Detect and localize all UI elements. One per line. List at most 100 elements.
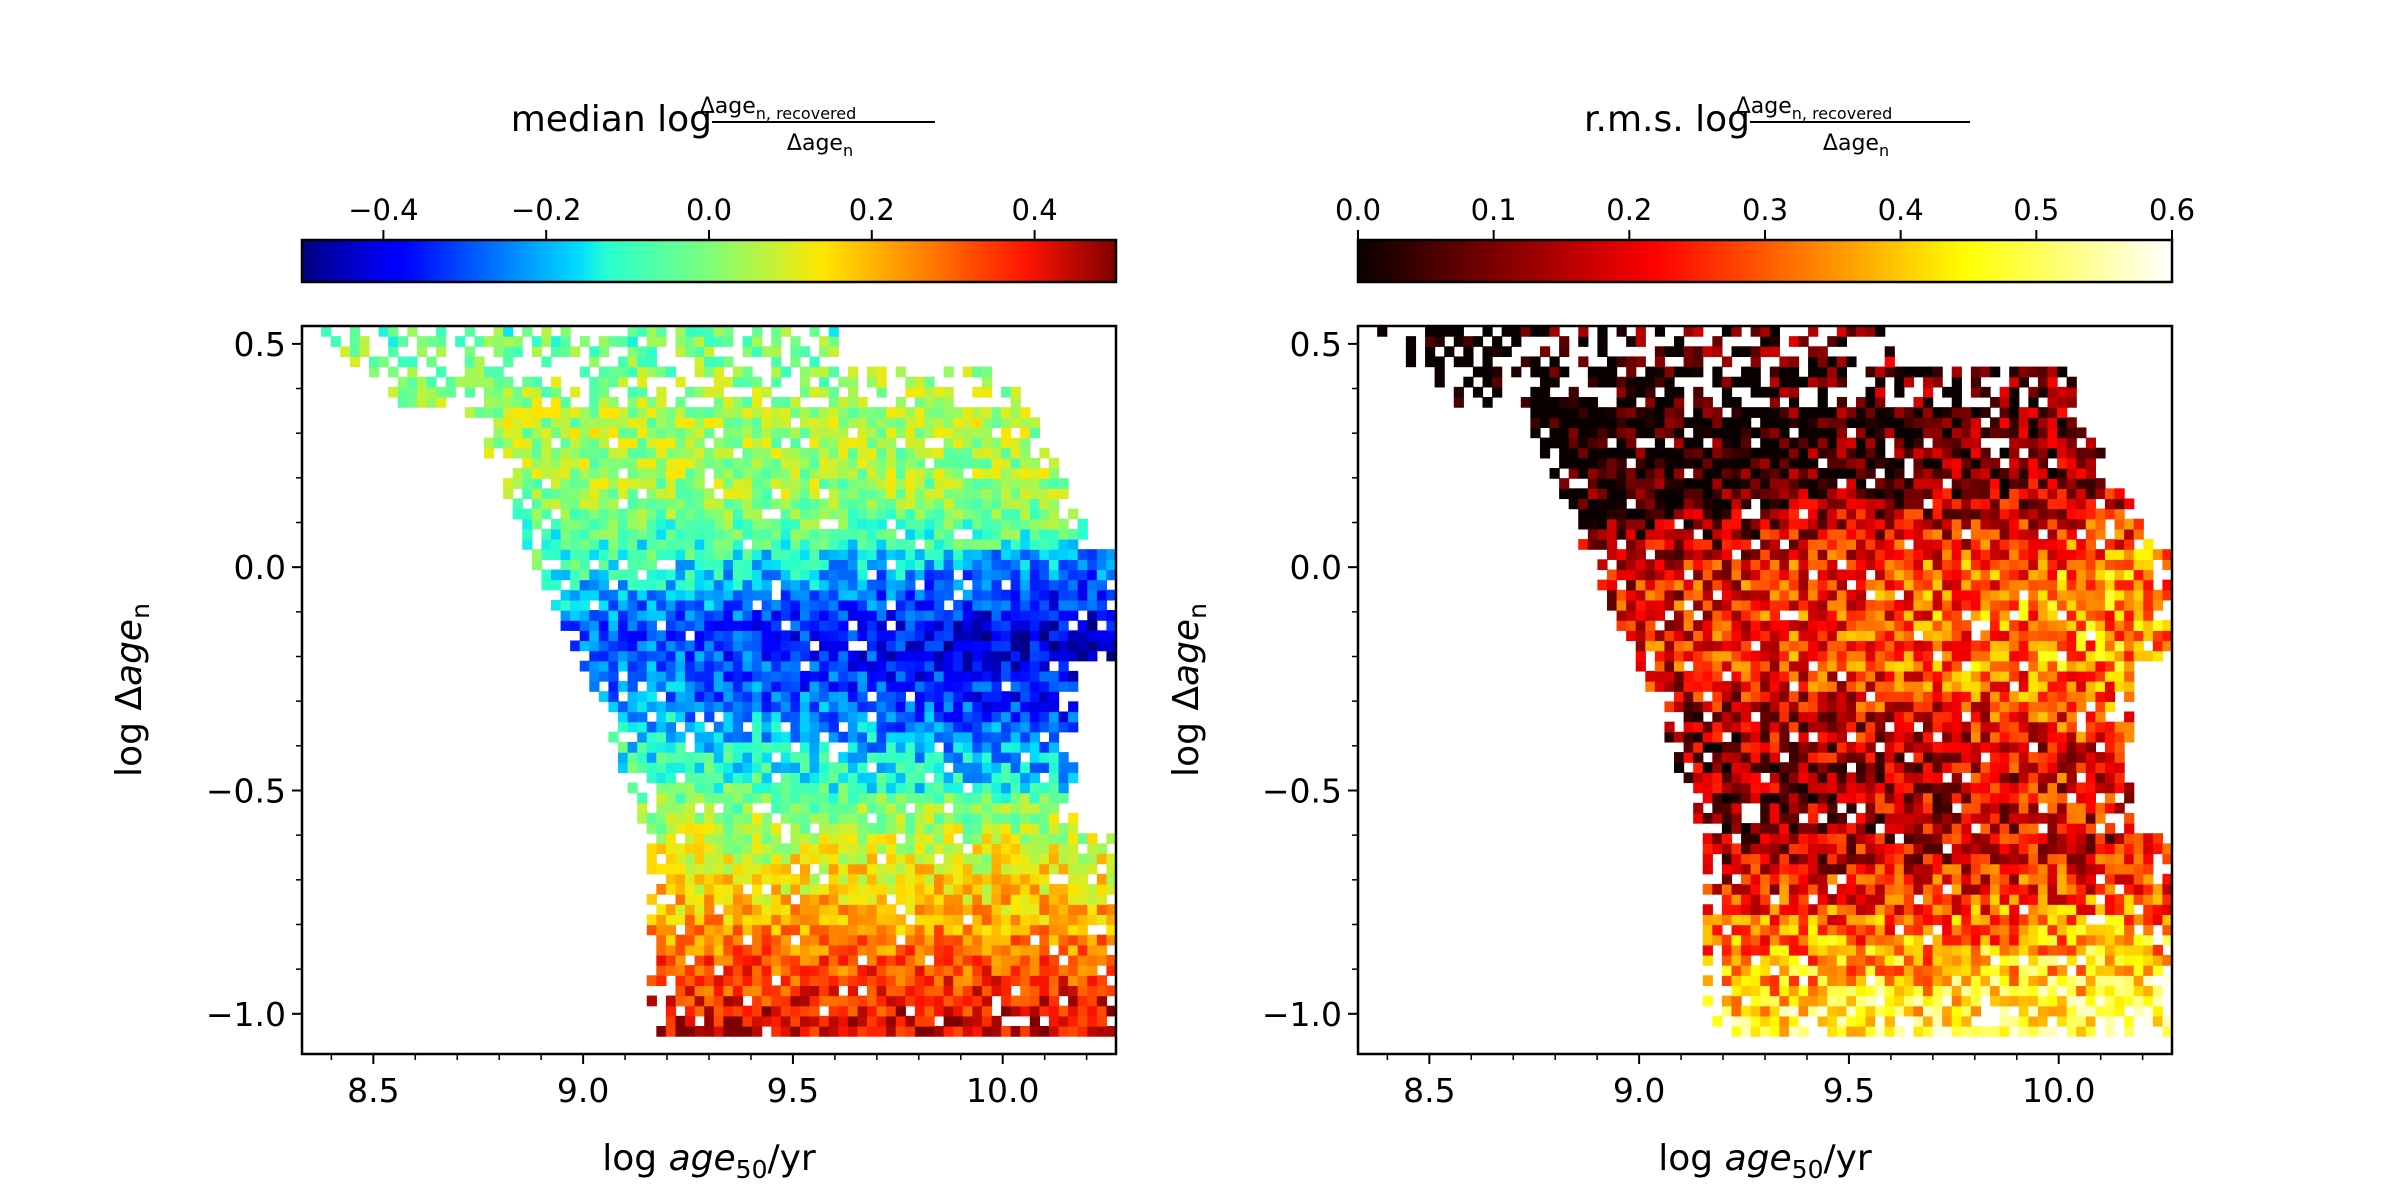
heatmap-cell	[828, 975, 839, 987]
heatmap-cell	[1048, 610, 1060, 621]
heatmap-cell	[732, 1005, 744, 1017]
heatmap-cell	[665, 508, 677, 520]
heatmap-cell	[2018, 833, 2029, 844]
heatmap-cell	[867, 782, 878, 794]
heatmap-cell	[1760, 670, 1771, 682]
heatmap-cell	[1788, 711, 1800, 723]
heatmap-cell	[752, 447, 763, 459]
heatmap-cell	[436, 386, 447, 398]
heatmap-cell	[742, 954, 753, 966]
heatmap-cell	[809, 650, 820, 662]
heatmap-cell	[924, 559, 935, 571]
heatmap-cell	[886, 721, 897, 733]
heatmap-cell	[723, 498, 734, 510]
heatmap-cell	[991, 539, 1002, 550]
heatmap-cell	[1903, 701, 1915, 713]
heatmap-cell	[618, 711, 629, 723]
heatmap-cell	[981, 528, 993, 540]
heatmap-cell	[656, 599, 667, 611]
heatmap-cell	[618, 721, 629, 733]
heatmap-cell	[1741, 843, 1752, 855]
heatmap-cell	[1106, 620, 1117, 631]
heatmap-cell	[1932, 802, 1943, 814]
heatmap-cell	[799, 640, 811, 652]
heatmap-cell	[1884, 894, 1895, 905]
heatmap-cell	[914, 833, 926, 844]
heatmap-cell	[1048, 1005, 1060, 1017]
left-ylabel-var: age	[109, 619, 150, 686]
heatmap-cell	[503, 447, 514, 459]
heatmap-cell	[550, 457, 562, 469]
heatmap-cell	[857, 478, 868, 489]
heatmap-cell	[1808, 691, 1819, 702]
heatmap-cell	[493, 386, 504, 398]
heatmap-cell	[685, 873, 696, 885]
heatmap-cell	[752, 478, 763, 489]
heatmap-cell	[752, 863, 763, 875]
heatmap-cell	[1048, 843, 1060, 855]
heatmap-cell	[819, 944, 830, 956]
heatmap-cell	[2037, 863, 2049, 875]
heatmap-cell	[953, 782, 964, 794]
heatmap-cell	[867, 528, 878, 540]
heatmap-cell	[1875, 954, 1886, 966]
heatmap-cell	[1010, 407, 1021, 418]
heatmap-cell	[2018, 883, 2029, 895]
heatmap-cell	[905, 478, 916, 489]
heatmap-cell	[742, 660, 753, 672]
heatmap-cell	[914, 478, 926, 489]
heatmap-cell	[972, 833, 983, 844]
heatmap-cell	[1010, 620, 1021, 631]
heatmap-cell	[809, 975, 820, 987]
colorbar-tick-label: −0.4	[348, 193, 418, 227]
heatmap-cell	[1855, 843, 1867, 855]
heatmap-cell	[1077, 985, 1088, 997]
heatmap-cell	[1999, 843, 2010, 855]
heatmap-cell	[876, 610, 887, 621]
heatmap-cell	[2018, 792, 2029, 804]
heatmap-cell	[1932, 812, 1943, 824]
heatmap-cell	[656, 528, 667, 540]
heatmap-cell	[1039, 883, 1050, 895]
heatmap-cell	[397, 386, 408, 398]
heatmap-cell	[1769, 914, 1780, 926]
heatmap-cell	[809, 630, 820, 642]
heatmap-cell	[1951, 863, 1962, 875]
heatmap-cell	[1817, 904, 1828, 915]
heatmap-cell	[771, 599, 782, 611]
heatmap-cell	[321, 326, 332, 337]
heatmap-cell	[1068, 873, 1079, 885]
heatmap-cell	[474, 366, 485, 378]
heatmap-cell	[426, 397, 437, 408]
heatmap-cell	[1961, 721, 1972, 733]
heatmap-cell	[2162, 924, 2173, 936]
heatmap-cell	[656, 965, 667, 976]
heatmap-cell	[809, 985, 820, 997]
heatmap-cell	[943, 853, 954, 865]
heatmap-cell	[1855, 914, 1867, 926]
heatmap-cell	[981, 407, 993, 418]
heatmap-cell	[962, 417, 973, 429]
heatmap-cell	[1980, 782, 1991, 794]
heatmap-cell	[656, 407, 667, 418]
heatmap-cell	[1913, 965, 1924, 976]
heatmap-cell	[732, 478, 744, 489]
heatmap-cell	[780, 417, 791, 429]
heatmap-cell	[1961, 731, 1972, 743]
heatmap-cell	[732, 559, 744, 571]
heatmap-cell	[1913, 691, 1924, 702]
heatmap-cell	[1712, 833, 1723, 844]
heatmap-cell	[455, 336, 466, 347]
heatmap-cell	[1779, 833, 1790, 844]
heatmap-cell	[924, 478, 935, 489]
x-tick-label: 9.0	[557, 1071, 609, 1110]
heatmap-cell	[2143, 995, 2154, 1007]
heatmap-cell	[895, 863, 906, 875]
heatmap-cell	[972, 762, 983, 773]
heatmap-cell	[1010, 579, 1021, 591]
heatmap-cell	[685, 701, 696, 713]
heatmap-cell	[2018, 873, 2029, 885]
heatmap-cell	[790, 457, 801, 469]
heatmap-cell	[1020, 407, 1031, 418]
heatmap-cell	[2057, 731, 2068, 743]
